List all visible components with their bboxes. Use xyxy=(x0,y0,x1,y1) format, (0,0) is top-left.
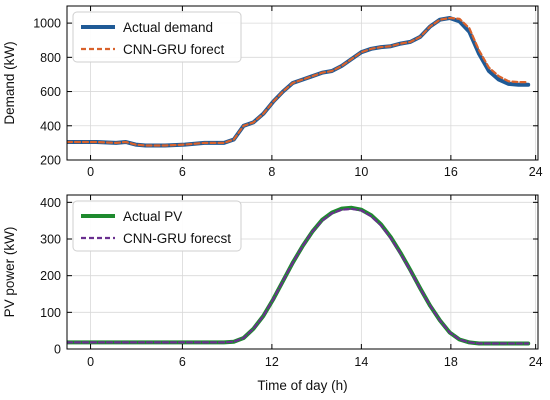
x-tick-label: 24 xyxy=(529,355,543,369)
y-tick-label: 1000 xyxy=(33,17,61,31)
x-tick-label: 24 xyxy=(529,165,543,179)
x-tick-label: 12 xyxy=(265,355,279,369)
y-axis-label: PV power (kW) xyxy=(2,227,17,318)
legend-label-1: Actual demand xyxy=(123,20,213,35)
plot-frame xyxy=(66,5,539,161)
legend: Actual PV CNN-GRU forecst xyxy=(72,200,242,252)
y-tick-label: 100 xyxy=(40,306,61,320)
y-tick-label: 300 xyxy=(40,233,61,247)
x-tick-label: 16 xyxy=(444,165,458,179)
y-tick-label: 400 xyxy=(40,196,61,210)
y-tick-label: 0 xyxy=(54,343,61,357)
plot-frame xyxy=(66,194,539,350)
x-tick-label: 14 xyxy=(354,355,368,369)
x-tick-label: 10 xyxy=(354,165,368,179)
y-tick-label: 600 xyxy=(40,85,61,99)
x-tick-label: 0 xyxy=(87,355,94,369)
panel-2: 0 100 200 300 400 0 6 12 14 18 24 PV power (kW) Time… xyxy=(2,194,543,393)
x-tick-label: 6 xyxy=(179,355,186,369)
x-tick-label: 6 xyxy=(179,165,186,179)
legend-label-1: Actual PV xyxy=(123,209,182,224)
x-axis-label: Time of day (h) xyxy=(257,378,347,393)
y-tick-label: 200 xyxy=(40,154,61,168)
series-line-2 xyxy=(67,207,530,345)
x-tick-label: 18 xyxy=(444,355,458,369)
legend-label-2: CNN-GRU forect xyxy=(123,42,225,57)
y-axis-label: Demand (kW) xyxy=(2,41,17,124)
y-tick-label: 800 xyxy=(40,51,61,65)
x-tick-label: 0 xyxy=(87,165,94,179)
x-tick-label: 8 xyxy=(268,165,275,179)
legend: Actual demand CNN-GRU forect xyxy=(72,11,242,63)
y-tick-label: 400 xyxy=(40,119,61,133)
panel-1: 200 400 600 800 1000 0 6 8 10 16 24 Demand (kW) Actu… xyxy=(2,5,543,179)
y-tick-label: 200 xyxy=(40,269,61,283)
series-line-2 xyxy=(67,16,530,147)
legend-label-2: CNN-GRU forecst xyxy=(123,231,231,246)
